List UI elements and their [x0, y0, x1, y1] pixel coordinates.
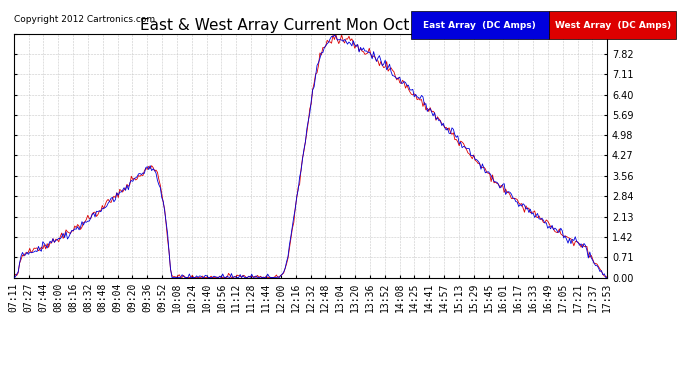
Text: Copyright 2012 Cartronics.com: Copyright 2012 Cartronics.com	[14, 15, 155, 24]
Text: East Array  (DC Amps): East Array (DC Amps)	[423, 21, 536, 30]
Title: East & West Array Current Mon Oct 15 18:08: East & West Array Current Mon Oct 15 18:…	[139, 18, 482, 33]
Text: West Array  (DC Amps): West Array (DC Amps)	[555, 21, 671, 30]
